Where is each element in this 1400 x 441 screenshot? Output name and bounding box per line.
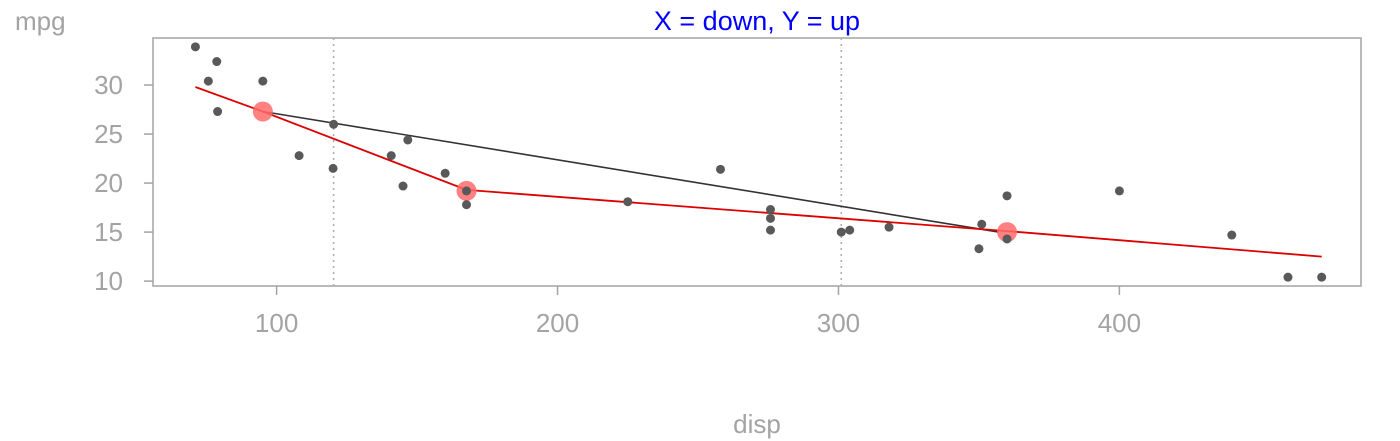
data-point-24 (1002, 234, 1012, 244)
data-point-22 (974, 244, 984, 254)
data-point-3 (213, 107, 223, 117)
data-point-8 (386, 151, 396, 161)
data-point-1 (203, 76, 213, 86)
data-point-0 (190, 42, 200, 52)
data-point-10 (403, 135, 413, 145)
data-point-2 (212, 57, 222, 67)
data-point-21 (884, 222, 894, 232)
x-tick-label-1: 200 (536, 308, 579, 338)
x-tick-label-3: 400 (1098, 308, 1141, 338)
reference-lines (332, 38, 843, 286)
data-point-14 (623, 197, 633, 207)
data-points (190, 42, 1327, 282)
data-point-25 (1002, 191, 1012, 201)
data-point-28 (1283, 272, 1293, 282)
data-point-11 (440, 168, 450, 178)
plot-frame (152, 37, 1362, 287)
data-point-23 (977, 219, 987, 229)
data-point-18 (765, 225, 775, 235)
data-point-9 (398, 181, 408, 191)
highlight-point-2 (997, 222, 1018, 243)
connector-line (262, 110, 999, 233)
data-point-16 (765, 213, 775, 223)
data-point-7 (329, 119, 339, 129)
data-point-29 (1317, 272, 1327, 282)
y-tick-label-1: 15 (94, 217, 123, 247)
data-point-19 (836, 227, 846, 237)
x-tick-label-2: 300 (817, 308, 860, 338)
fit-line (195, 86, 1322, 258)
highlight-point-0 (252, 101, 273, 122)
series-lines (195, 86, 1322, 258)
data-point-26 (1114, 186, 1124, 196)
y-tick-label-2: 20 (94, 168, 123, 198)
data-point-20 (845, 225, 855, 235)
data-point-13 (462, 200, 472, 210)
data-point-6 (328, 163, 338, 173)
data-point-4 (258, 76, 268, 86)
chart-title: X = down, Y = up (654, 6, 860, 36)
x-axis-label: disp (733, 409, 781, 439)
y-axis: 10 15 20 25 30 (94, 70, 153, 296)
y-tick-label-0: 10 (94, 266, 123, 296)
x-axis: 100 200 300 400 (255, 286, 1141, 338)
x-tick-label-0: 100 (255, 308, 298, 338)
y-axis-label: mpg (15, 6, 66, 36)
data-point-15 (715, 164, 725, 174)
y-tick-label-4: 30 (94, 70, 123, 100)
data-point-17 (765, 205, 775, 215)
data-point-5 (294, 151, 304, 161)
data-point-27 (1227, 230, 1237, 240)
data-point-12 (462, 186, 472, 196)
y-tick-label-3: 25 (94, 119, 123, 149)
